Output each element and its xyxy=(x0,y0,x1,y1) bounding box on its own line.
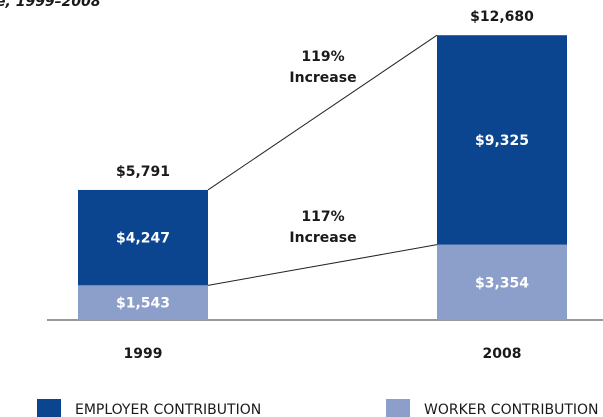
bar-segment xyxy=(437,244,567,320)
connector xyxy=(207,244,438,286)
annotation: 119% xyxy=(301,49,344,65)
bar-segment xyxy=(78,285,208,320)
legend-swatch xyxy=(386,399,410,417)
total-label: $12,680 xyxy=(470,9,534,25)
connector xyxy=(207,34,438,191)
annotation: 117% xyxy=(301,209,344,225)
legend-label: WORKER CONTRIBUTION xyxy=(424,402,599,417)
value-label: $3,354 xyxy=(475,275,529,291)
value-label: $9,325 xyxy=(475,133,529,149)
x-tick-label: 1999 xyxy=(124,346,163,362)
total-label: $5,791 xyxy=(116,164,170,180)
x-tick-label: 2008 xyxy=(483,346,522,362)
legend-label: EMPLOYER CONTRIBUTION xyxy=(75,402,261,417)
annotation: Increase xyxy=(289,70,356,86)
bar-segment xyxy=(78,189,208,286)
bar-segment xyxy=(437,35,567,245)
value-label: $4,247 xyxy=(116,231,170,247)
chart-title: ge, 1999–2008 xyxy=(0,0,101,10)
annotation: Increase xyxy=(289,230,356,246)
value-label: $1,543 xyxy=(116,296,170,312)
legend-swatch xyxy=(37,399,61,417)
